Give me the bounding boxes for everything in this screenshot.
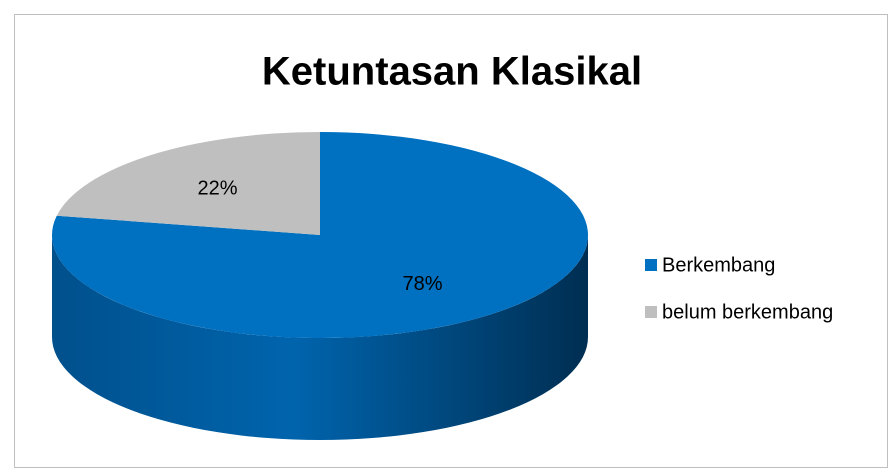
- data-label: 78%: [402, 273, 442, 295]
- data-label: 22%: [197, 178, 237, 200]
- slice: [56, 132, 321, 235]
- slice-side: [52, 235, 588, 440]
- chart-title: Ketuntasan Klasikal: [262, 50, 642, 94]
- legend-swatch: [645, 306, 657, 318]
- legend-label: Berkembang: [662, 254, 775, 276]
- legend-label: belum berkembang: [662, 301, 833, 323]
- legend-swatch: [645, 259, 657, 271]
